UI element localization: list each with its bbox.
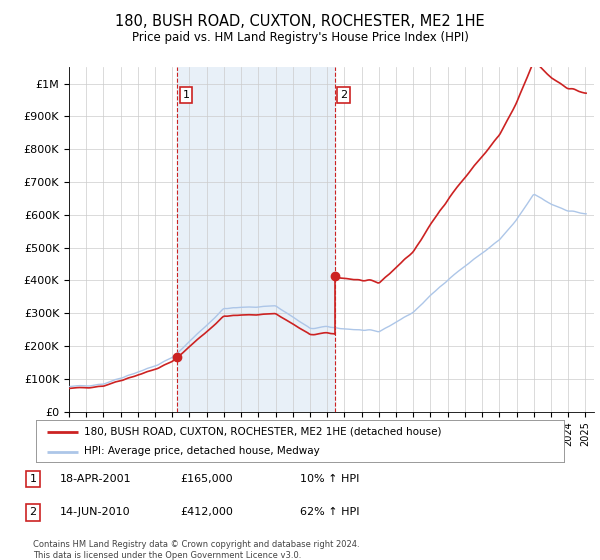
Bar xyxy=(177,67,335,412)
Text: 1: 1 xyxy=(182,90,190,100)
Text: 180, BUSH ROAD, CUXTON, ROCHESTER, ME2 1HE (detached house): 180, BUSH ROAD, CUXTON, ROCHESTER, ME2 1… xyxy=(83,427,441,437)
Text: 180, BUSH ROAD, CUXTON, ROCHESTER, ME2 1HE: 180, BUSH ROAD, CUXTON, ROCHESTER, ME2 1… xyxy=(115,14,485,29)
Text: Contains HM Land Registry data © Crown copyright and database right 2024.
This d: Contains HM Land Registry data © Crown c… xyxy=(33,540,359,560)
Text: Price paid vs. HM Land Registry's House Price Index (HPI): Price paid vs. HM Land Registry's House … xyxy=(131,31,469,44)
Text: £412,000: £412,000 xyxy=(180,507,233,517)
Text: 62% ↑ HPI: 62% ↑ HPI xyxy=(300,507,359,517)
Text: 2: 2 xyxy=(340,90,347,100)
Text: HPI: Average price, detached house, Medway: HPI: Average price, detached house, Medw… xyxy=(83,446,319,456)
Text: 18-APR-2001: 18-APR-2001 xyxy=(60,474,131,484)
Text: 2: 2 xyxy=(29,507,37,517)
Text: 10% ↑ HPI: 10% ↑ HPI xyxy=(300,474,359,484)
Text: 1: 1 xyxy=(29,474,37,484)
Text: 14-JUN-2010: 14-JUN-2010 xyxy=(60,507,131,517)
Text: £165,000: £165,000 xyxy=(180,474,233,484)
